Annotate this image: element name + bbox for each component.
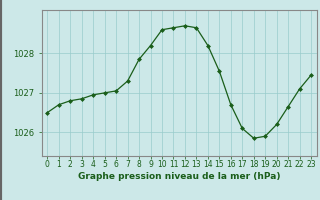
X-axis label: Graphe pression niveau de la mer (hPa): Graphe pression niveau de la mer (hPa) xyxy=(78,172,280,181)
